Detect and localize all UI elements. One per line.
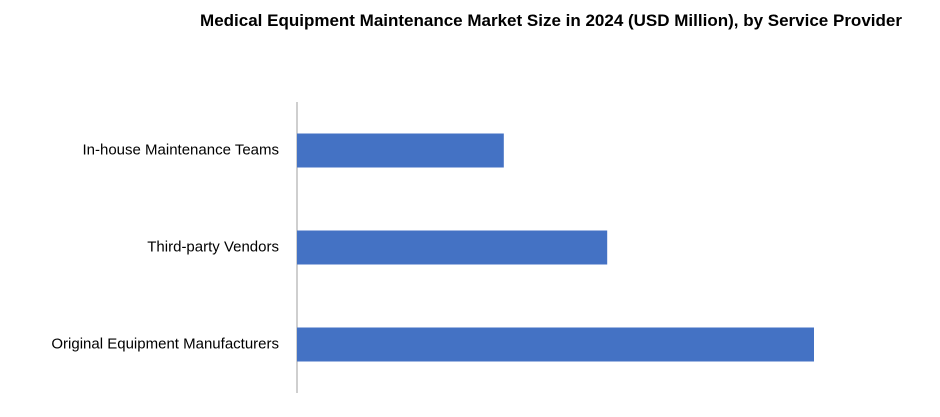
y-tick-label: Third-party Vendors [147,238,279,255]
bar [297,230,608,265]
bar [297,133,504,168]
y-tick-label: In-house Maintenance Teams [82,141,279,158]
y-tick-label: Original Equipment Manufacturers [51,335,279,352]
bar [297,327,814,362]
chart-title: Medical Equipment Maintenance Market Siz… [200,11,902,30]
